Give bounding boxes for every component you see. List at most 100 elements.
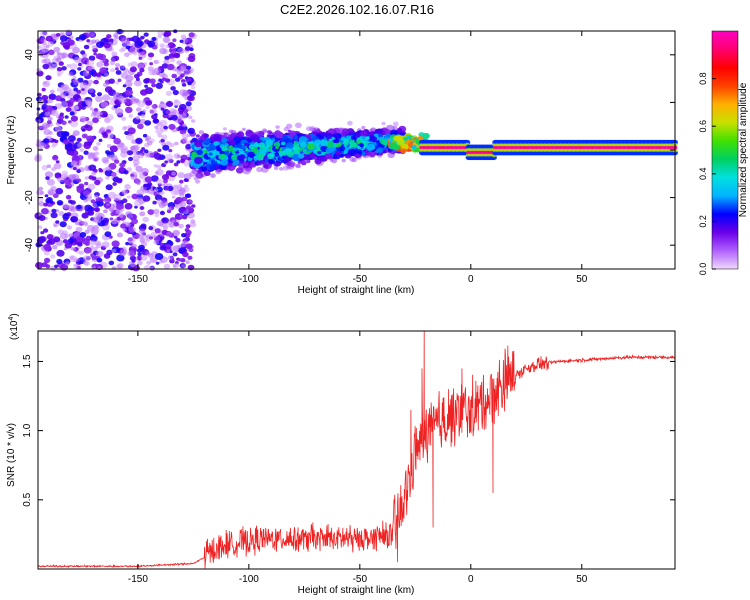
heatmap-cell-1031 [140,89,148,96]
heatmap-cell-1064 [120,65,126,70]
heatmap-cell-1288 [59,92,67,99]
heatmap-cell-1151 [72,247,76,251]
heatmap-cell-922 [102,82,109,88]
heatmap-cell-1265 [104,169,114,177]
heatmap-cell-895 [86,39,91,43]
heatmap-cell-1887 [349,156,356,162]
heatmap-cell-804 [98,168,104,173]
heatmap-cell-656 [87,66,93,71]
heatmap-cell-741 [179,179,184,184]
heatmap-cell-659 [108,38,114,43]
heatmap-cell-1196 [165,44,170,49]
heatmap-cell-3054 [359,143,364,148]
heatmap-cell-2698 [273,160,282,167]
heatmap-cell-1259 [35,262,44,269]
heatmap-cell-2982 [315,146,321,151]
heatmap-cell-979 [191,204,196,208]
heatmap-cell-947 [89,240,96,246]
heatmap-cell-1269 [41,46,49,53]
heatmap-cell-3023 [295,122,302,129]
heatmap-cell-1146 [103,42,111,49]
heatmap-cell-864 [104,72,109,77]
heatmap-cell-1334 [71,174,80,181]
heatmap-cell-942 [81,133,88,139]
figure-title: C2E2.2026.102.16.07.R16 [280,2,434,17]
heatmap-cell-1240 [47,99,53,104]
heatmap-cell-424 [144,84,149,88]
heatmap-cell-1342 [159,47,167,55]
heatmap-cell-78 [84,176,89,180]
heatmap-cell-487 [69,111,75,116]
heatmap-cell-1287 [164,30,172,37]
heatmap-cell-1370 [56,200,64,206]
heatmap-cell-1391 [167,239,172,244]
heatmap-cell-1932 [306,159,311,164]
heatmap-cell-1095 [86,135,95,143]
heatmap-cell-1170 [96,213,103,219]
heatmap-cell-2568 [223,127,227,131]
heatmap-cell-201 [115,70,122,75]
snr-x-tick-label-4: 50 [576,574,588,585]
heatmap-cell-235 [178,223,184,229]
heatmap-cell-643 [150,175,159,182]
heatmap-cell-505 [92,146,99,151]
heatmap-cell-2678 [247,157,253,162]
heatmap-cell-927 [47,188,56,196]
heatmap-cell-347 [42,41,47,46]
heatmap-cell-970 [116,178,123,184]
heatmap-cell-828 [165,90,172,96]
heatmap-cell-1224 [88,88,94,94]
heatmap-cell-3078 [220,153,226,159]
heatmap-cell-1145 [78,183,85,189]
heatmap-cell-3083 [196,149,203,155]
heatmap-cell-1364 [76,204,82,210]
heatmap-cell-1000 [181,214,188,220]
spectrogram-y-tick-label-1: -20 [24,190,35,205]
snr-scale-label: (x104) [8,313,20,340]
heatmap-cell-541 [137,123,144,130]
heatmap-cell-1358 [57,229,64,235]
heatmap-cell-3087 [366,143,376,151]
heatmap-cell-3048 [270,134,275,138]
heatmap-cell-797 [138,48,143,52]
heatmap-cell-595 [186,90,192,95]
heatmap-cell-681 [61,131,69,137]
heatmap-cell-1094 [103,61,109,67]
heatmap-cell-486 [130,266,135,271]
heatmap-cell-583 [140,223,147,229]
heatmap-cell-1937 [275,125,280,129]
heatmap-cell-375 [171,195,176,199]
heatmap-cell-1065 [167,158,173,163]
heatmap-cell-690 [187,127,195,135]
heatmap-cell-694 [121,116,126,121]
heatmap-cell-3090 [258,142,265,148]
heatmap-cell-1092 [133,150,139,156]
heatmap-cell-2998 [250,134,260,142]
heatmap-cell-312 [124,203,133,210]
heatmap-cell-1310 [105,205,110,209]
heatmap-cell-1113 [50,109,59,117]
heatmap-cell-1029 [61,120,67,126]
heatmap-cell-1361 [187,255,193,260]
heatmap-cell-903 [148,57,153,61]
heatmap-cell-2654 [331,158,337,164]
heatmap-cell-1373 [53,162,62,170]
heatmap-cell-980 [179,89,188,96]
heatmap-cell-1111 [120,223,127,229]
heatmap-cell-1115 [120,151,128,158]
snr-x-tick-label-2: -50 [353,574,368,585]
heatmap-cell-410 [187,81,192,86]
heatmap-cell-1166 [151,114,158,120]
heatmap-cell-3348 [400,148,407,154]
heatmap-cell-3024 [212,160,218,165]
heatmap-cell-1270 [116,203,124,210]
heatmap-cell-1234 [104,231,112,238]
heatmap-cell-1271 [37,98,45,105]
heatmap-cell-886 [170,245,178,252]
heatmap-cell-564 [160,80,164,84]
spectrogram-y-tick-label-3: 20 [24,96,35,108]
heatmap-cell-1102 [99,198,104,202]
heatmap-cell-1331 [161,183,165,187]
colorbar-tick-label-0: 0.0 [698,263,708,276]
heatmap-cell-3021 [221,145,228,152]
